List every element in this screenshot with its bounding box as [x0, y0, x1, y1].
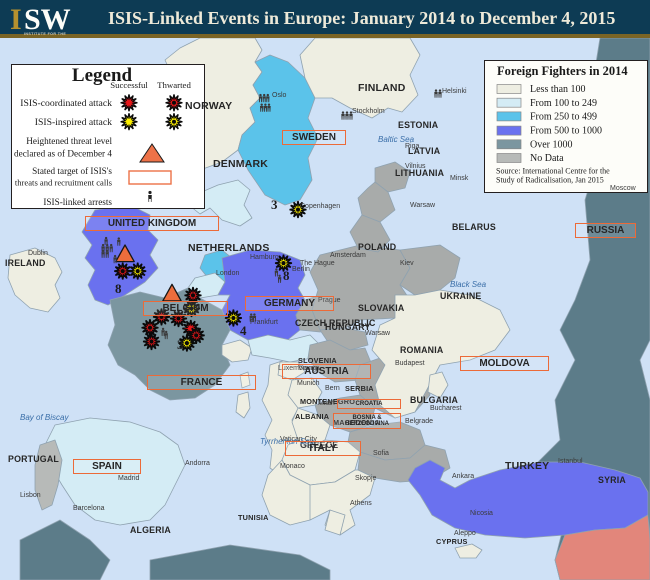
svg-text:No Data: No Data [530, 153, 564, 164]
svg-text:From 500 to 1000: From 500 to 1000 [530, 126, 602, 137]
svg-text:4: 4 [240, 323, 247, 338]
svg-text:ISIS-inspired attack: ISIS-inspired attack [35, 117, 112, 128]
svg-text:8: 8 [115, 281, 122, 296]
svg-text:3: 3 [177, 337, 184, 352]
svg-text:Source: International Centre f: Source: International Centre for the [496, 167, 610, 176]
svg-text:Thwarted: Thwarted [157, 80, 191, 90]
svg-text:Successful: Successful [110, 80, 148, 90]
svg-text:INSTITUTE FOR THE: INSTITUTE FOR THE [24, 32, 66, 36]
svg-text:ISIS-coordinated attack: ISIS-coordinated attack [20, 98, 112, 109]
svg-text:Less than 100: Less than 100 [530, 84, 586, 95]
svg-text:3: 3 [271, 197, 278, 212]
svg-text:ISIS-linked arrests: ISIS-linked arrests [43, 197, 112, 207]
svg-text:From 250 to 499: From 250 to 499 [530, 112, 597, 123]
svg-text:I: I [10, 3, 22, 36]
svg-text:Heightened threat level: Heightened threat level [26, 136, 112, 146]
svg-text:threats and recruitment calls: threats and recruitment calls [15, 178, 113, 188]
svg-text:Study of Radicalisation, Jan 2: Study of Radicalisation, Jan 2015 [496, 176, 604, 185]
svg-text:Stated target of ISIS's: Stated target of ISIS's [32, 166, 112, 176]
svg-text:Foreign Fighters in 2014: Foreign Fighters in 2014 [497, 64, 628, 78]
svg-text:declared as of December 4: declared as of December 4 [14, 149, 112, 159]
svg-text:8: 8 [283, 268, 290, 283]
svg-text:From 100 to 249: From 100 to 249 [530, 98, 597, 109]
svg-text:Over 1000: Over 1000 [530, 139, 573, 150]
